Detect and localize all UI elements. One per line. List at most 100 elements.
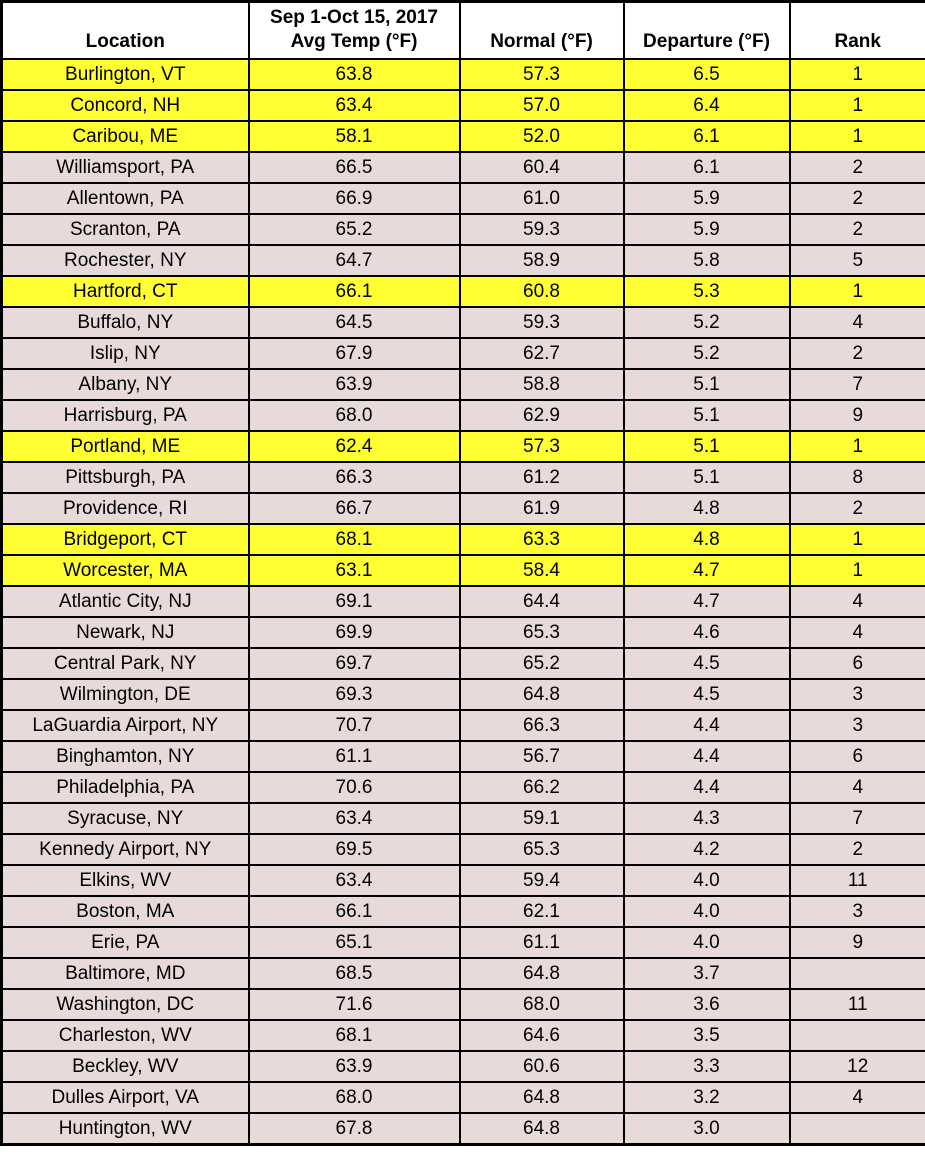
cell-avg-temp: 70.6 bbox=[247, 771, 461, 804]
header-rank-label: Rank bbox=[834, 31, 881, 52]
cell-rank: 1 bbox=[788, 523, 925, 556]
cell-avg-temp: 70.7 bbox=[247, 709, 461, 742]
cell-rank: 1 bbox=[788, 554, 925, 587]
cell-rank bbox=[788, 957, 925, 990]
cell-departure: 3.5 bbox=[622, 1019, 791, 1052]
cell-normal: 64.4 bbox=[458, 585, 625, 618]
cell-departure: 6.1 bbox=[622, 151, 791, 184]
cell-departure: 3.2 bbox=[622, 1081, 791, 1114]
cell-location: Concord, NH bbox=[0, 89, 250, 122]
cell-departure: 4.8 bbox=[622, 523, 791, 556]
cell-avg-temp: 63.8 bbox=[247, 58, 461, 91]
cell-departure: 3.0 bbox=[622, 1112, 791, 1146]
cell-avg-temp: 68.1 bbox=[247, 523, 461, 556]
cell-departure: 4.4 bbox=[622, 740, 791, 773]
cell-departure: 5.8 bbox=[622, 244, 791, 277]
cell-rank bbox=[788, 1019, 925, 1052]
cell-departure: 4.5 bbox=[622, 647, 791, 680]
header-row: Location Sep 1-Oct 15, 2017 Avg Temp (°F… bbox=[0, 0, 925, 60]
cell-normal: 63.3 bbox=[458, 523, 625, 556]
cell-location: Dulles Airport, VA bbox=[0, 1081, 250, 1114]
table-row: Erie, PA 65.1 61.1 4.0 9 bbox=[0, 926, 925, 959]
cell-rank: 9 bbox=[788, 399, 925, 432]
cell-departure: 4.7 bbox=[622, 585, 791, 618]
cell-normal: 57.3 bbox=[458, 430, 625, 463]
cell-normal: 60.4 bbox=[458, 151, 625, 184]
cell-rank: 1 bbox=[788, 275, 925, 308]
cell-departure: 3.7 bbox=[622, 957, 791, 990]
cell-location: Erie, PA bbox=[0, 926, 250, 959]
cell-departure: 3.6 bbox=[622, 988, 791, 1021]
cell-normal: 66.3 bbox=[458, 709, 625, 742]
cell-departure: 4.8 bbox=[622, 492, 791, 525]
cell-rank: 1 bbox=[788, 120, 925, 153]
cell-normal: 62.9 bbox=[458, 399, 625, 432]
cell-location: Boston, MA bbox=[0, 895, 250, 928]
cell-normal: 64.8 bbox=[458, 678, 625, 711]
cell-location: Baltimore, MD bbox=[0, 957, 250, 990]
header-normal: Normal (°F) bbox=[458, 0, 625, 60]
cell-location: Kennedy Airport, NY bbox=[0, 833, 250, 866]
cell-location: Rochester, NY bbox=[0, 244, 250, 277]
cell-normal: 59.1 bbox=[458, 802, 625, 835]
cell-rank: 1 bbox=[788, 89, 925, 122]
cell-rank: 9 bbox=[788, 926, 925, 959]
cell-avg-temp: 63.4 bbox=[247, 89, 461, 122]
cell-departure: 5.1 bbox=[622, 368, 791, 401]
cell-rank: 3 bbox=[788, 895, 925, 928]
cell-normal: 59.3 bbox=[458, 213, 625, 246]
cell-normal: 65.2 bbox=[458, 647, 625, 680]
cell-normal: 64.8 bbox=[458, 1081, 625, 1114]
cell-rank: 4 bbox=[788, 585, 925, 618]
table-row: Providence, RI 66.7 61.9 4.8 2 bbox=[0, 492, 925, 525]
table-row: Philadelphia, PA 70.6 66.2 4.4 4 bbox=[0, 771, 925, 804]
table-row: Buffalo, NY 64.5 59.3 5.2 4 bbox=[0, 306, 925, 339]
cell-location: Worcester, MA bbox=[0, 554, 250, 587]
cell-departure: 3.3 bbox=[622, 1050, 791, 1083]
cell-normal: 65.3 bbox=[458, 833, 625, 866]
table-row: Concord, NH 63.4 57.0 6.4 1 bbox=[0, 89, 925, 122]
cell-location: Islip, NY bbox=[0, 337, 250, 370]
cell-location: Pittsburgh, PA bbox=[0, 461, 250, 494]
cell-normal: 52.0 bbox=[458, 120, 625, 153]
header-normal-label: Normal (°F) bbox=[490, 31, 593, 52]
cell-departure: 4.4 bbox=[622, 709, 791, 742]
cell-rank: 4 bbox=[788, 1081, 925, 1114]
cell-location: Allentown, PA bbox=[0, 182, 250, 215]
cell-location: Elkins, WV bbox=[0, 864, 250, 897]
cell-normal: 61.0 bbox=[458, 182, 625, 215]
cell-rank: 4 bbox=[788, 771, 925, 804]
cell-rank: 2 bbox=[788, 182, 925, 215]
cell-departure: 5.2 bbox=[622, 306, 791, 339]
cell-location: Bridgeport, CT bbox=[0, 523, 250, 556]
cell-avg-temp: 69.5 bbox=[247, 833, 461, 866]
cell-departure: 5.9 bbox=[622, 213, 791, 246]
cell-rank: 12 bbox=[788, 1050, 925, 1083]
cell-departure: 5.2 bbox=[622, 337, 791, 370]
cell-location: Philadelphia, PA bbox=[0, 771, 250, 804]
cell-departure: 4.0 bbox=[622, 864, 791, 897]
table-row: Baltimore, MD 68.5 64.8 3.7 bbox=[0, 957, 925, 990]
table-row: Islip, NY 67.9 62.7 5.2 2 bbox=[0, 337, 925, 370]
cell-location: Harrisburg, PA bbox=[0, 399, 250, 432]
cell-rank: 1 bbox=[788, 430, 925, 463]
cell-avg-temp: 69.1 bbox=[247, 585, 461, 618]
cell-avg-temp: 68.1 bbox=[247, 1019, 461, 1052]
cell-avg-temp: 69.3 bbox=[247, 678, 461, 711]
cell-normal: 68.0 bbox=[458, 988, 625, 1021]
cell-normal: 59.4 bbox=[458, 864, 625, 897]
table-row: Worcester, MA 63.1 58.4 4.7 1 bbox=[0, 554, 925, 587]
cell-location: Providence, RI bbox=[0, 492, 250, 525]
cell-normal: 62.1 bbox=[458, 895, 625, 928]
cell-departure: 4.2 bbox=[622, 833, 791, 866]
header-departure-label: Departure (°F) bbox=[643, 31, 770, 52]
cell-departure: 5.1 bbox=[622, 461, 791, 494]
cell-avg-temp: 63.1 bbox=[247, 554, 461, 587]
cell-avg-temp: 66.1 bbox=[247, 895, 461, 928]
cell-rank: 2 bbox=[788, 492, 925, 525]
cell-location: Portland, ME bbox=[0, 430, 250, 463]
cell-avg-temp: 66.1 bbox=[247, 275, 461, 308]
table-row: Newark, NJ 69.9 65.3 4.6 4 bbox=[0, 616, 925, 649]
cell-rank: 2 bbox=[788, 337, 925, 370]
table-row: Hartford, CT 66.1 60.8 5.3 1 bbox=[0, 275, 925, 308]
